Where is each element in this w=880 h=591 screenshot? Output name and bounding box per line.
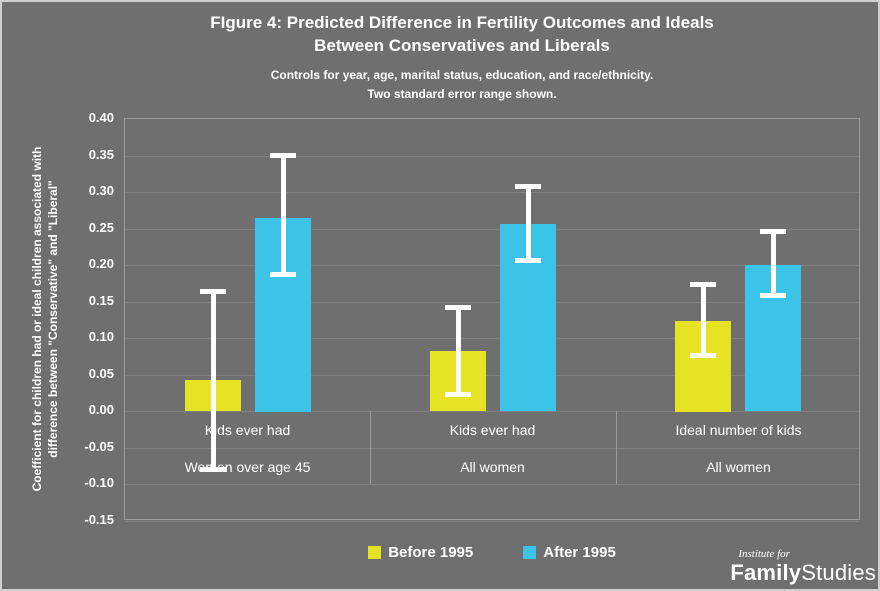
gridline (125, 156, 859, 157)
y-tick-label: 0.05 (88, 366, 114, 381)
gridline (125, 521, 859, 522)
errorbar-before-1995-group3 (690, 282, 716, 358)
subcategory-label: All women (460, 458, 525, 475)
legend-swatch (523, 545, 537, 559)
y-tick-label: 0.25 (88, 220, 114, 235)
errorbar-cap-bottom (760, 293, 786, 298)
figure-title-line2: Between Conservatives and Liberals (314, 36, 610, 55)
subcategory-label: Women over age 45 (184, 458, 311, 475)
ifs-logo-studies: Studies (801, 560, 876, 585)
errorbar-cap-bottom (445, 392, 471, 397)
gridline (125, 265, 859, 266)
figure-title-line1: FIgure 4: Predicted Difference in Fertil… (210, 13, 714, 32)
subcategory-label: All women (706, 458, 771, 475)
errorbar-line (525, 184, 531, 263)
category-label: Ideal number of kids (675, 421, 802, 438)
errorbar-cap-top (200, 289, 226, 294)
legend: Before 1995 After 1995 (124, 541, 860, 563)
legend-item: After 1995 (523, 544, 616, 561)
ifs-logo-institute-for: Institute for (738, 548, 790, 560)
errorbar-after-1995-group1 (270, 153, 296, 277)
category-label: Kids ever had (204, 421, 291, 438)
errorbar-before-1995-group1 (200, 289, 226, 472)
category-separator (370, 411, 371, 484)
errorbar-cap-top (515, 184, 541, 189)
y-tick-label: 0.20 (88, 256, 114, 271)
y-tick-label: 0.35 (88, 147, 114, 162)
y-tick-label: 0.30 (88, 183, 114, 198)
errorbar-after-1995-group3 (760, 229, 786, 298)
plot-area: Kids ever had Women over age 45 Kids ever … (124, 118, 860, 522)
gridline (125, 302, 859, 303)
y-tick-label: -0.15 (84, 512, 114, 527)
figure-subtitle-line1: Controls for year, age, marital status, … (270, 68, 654, 82)
errorbar-after-1995-group2 (515, 184, 541, 263)
errorbar-line (770, 229, 776, 298)
errorbar-cap-top (760, 229, 786, 234)
y-tick-label: -0.10 (84, 475, 114, 490)
errorbar-cap-bottom (270, 272, 296, 277)
legend-swatch (368, 545, 382, 559)
errorbar-line (700, 282, 706, 358)
legend-label: After 1995 (543, 543, 616, 561)
category-label: Kids ever had (449, 421, 536, 438)
errorbar-cap-top (270, 153, 296, 158)
gridline (125, 448, 859, 449)
y-tick-label: -0.05 (84, 439, 114, 454)
y-tick-label: 0.10 (88, 329, 114, 344)
y-tick-label: 0.40 (88, 110, 114, 125)
figure-title: FIgure 4: Predicted Difference in Fertil… (46, 11, 878, 57)
ifs-logo-family: Family (730, 560, 802, 585)
gridline (125, 375, 859, 376)
gridline (125, 229, 859, 230)
gridline (125, 411, 859, 412)
category-separator (616, 411, 617, 484)
figure-subtitle-line2: Two standard error range shown. (367, 87, 557, 101)
legend-item: Before 1995 (368, 544, 473, 561)
errorbar-line (280, 153, 286, 277)
gridline (125, 192, 859, 193)
legend-label: Before 1995 (388, 543, 474, 561)
errorbar-before-1995-group2 (445, 305, 471, 397)
figure-subtitle: Controls for year, age, marital status, … (46, 66, 878, 104)
errorbar-cap-top (690, 282, 716, 287)
ifs-logo-wordmark: FamilyStudies (730, 562, 876, 584)
gridline (125, 338, 859, 339)
gridline (125, 484, 859, 485)
ifs-logo: Institute for FamilyStudies (730, 549, 876, 584)
errorbar-line (210, 289, 216, 472)
errorbar-cap-bottom (515, 258, 541, 263)
y-tick-label: 0.15 (88, 293, 114, 308)
errorbar-cap-top (445, 305, 471, 310)
errorbar-cap-bottom (200, 467, 226, 472)
errorbar-cap-bottom (690, 353, 716, 358)
errorbar-line (455, 305, 461, 397)
y-tick-label: 0.00 (88, 402, 114, 417)
